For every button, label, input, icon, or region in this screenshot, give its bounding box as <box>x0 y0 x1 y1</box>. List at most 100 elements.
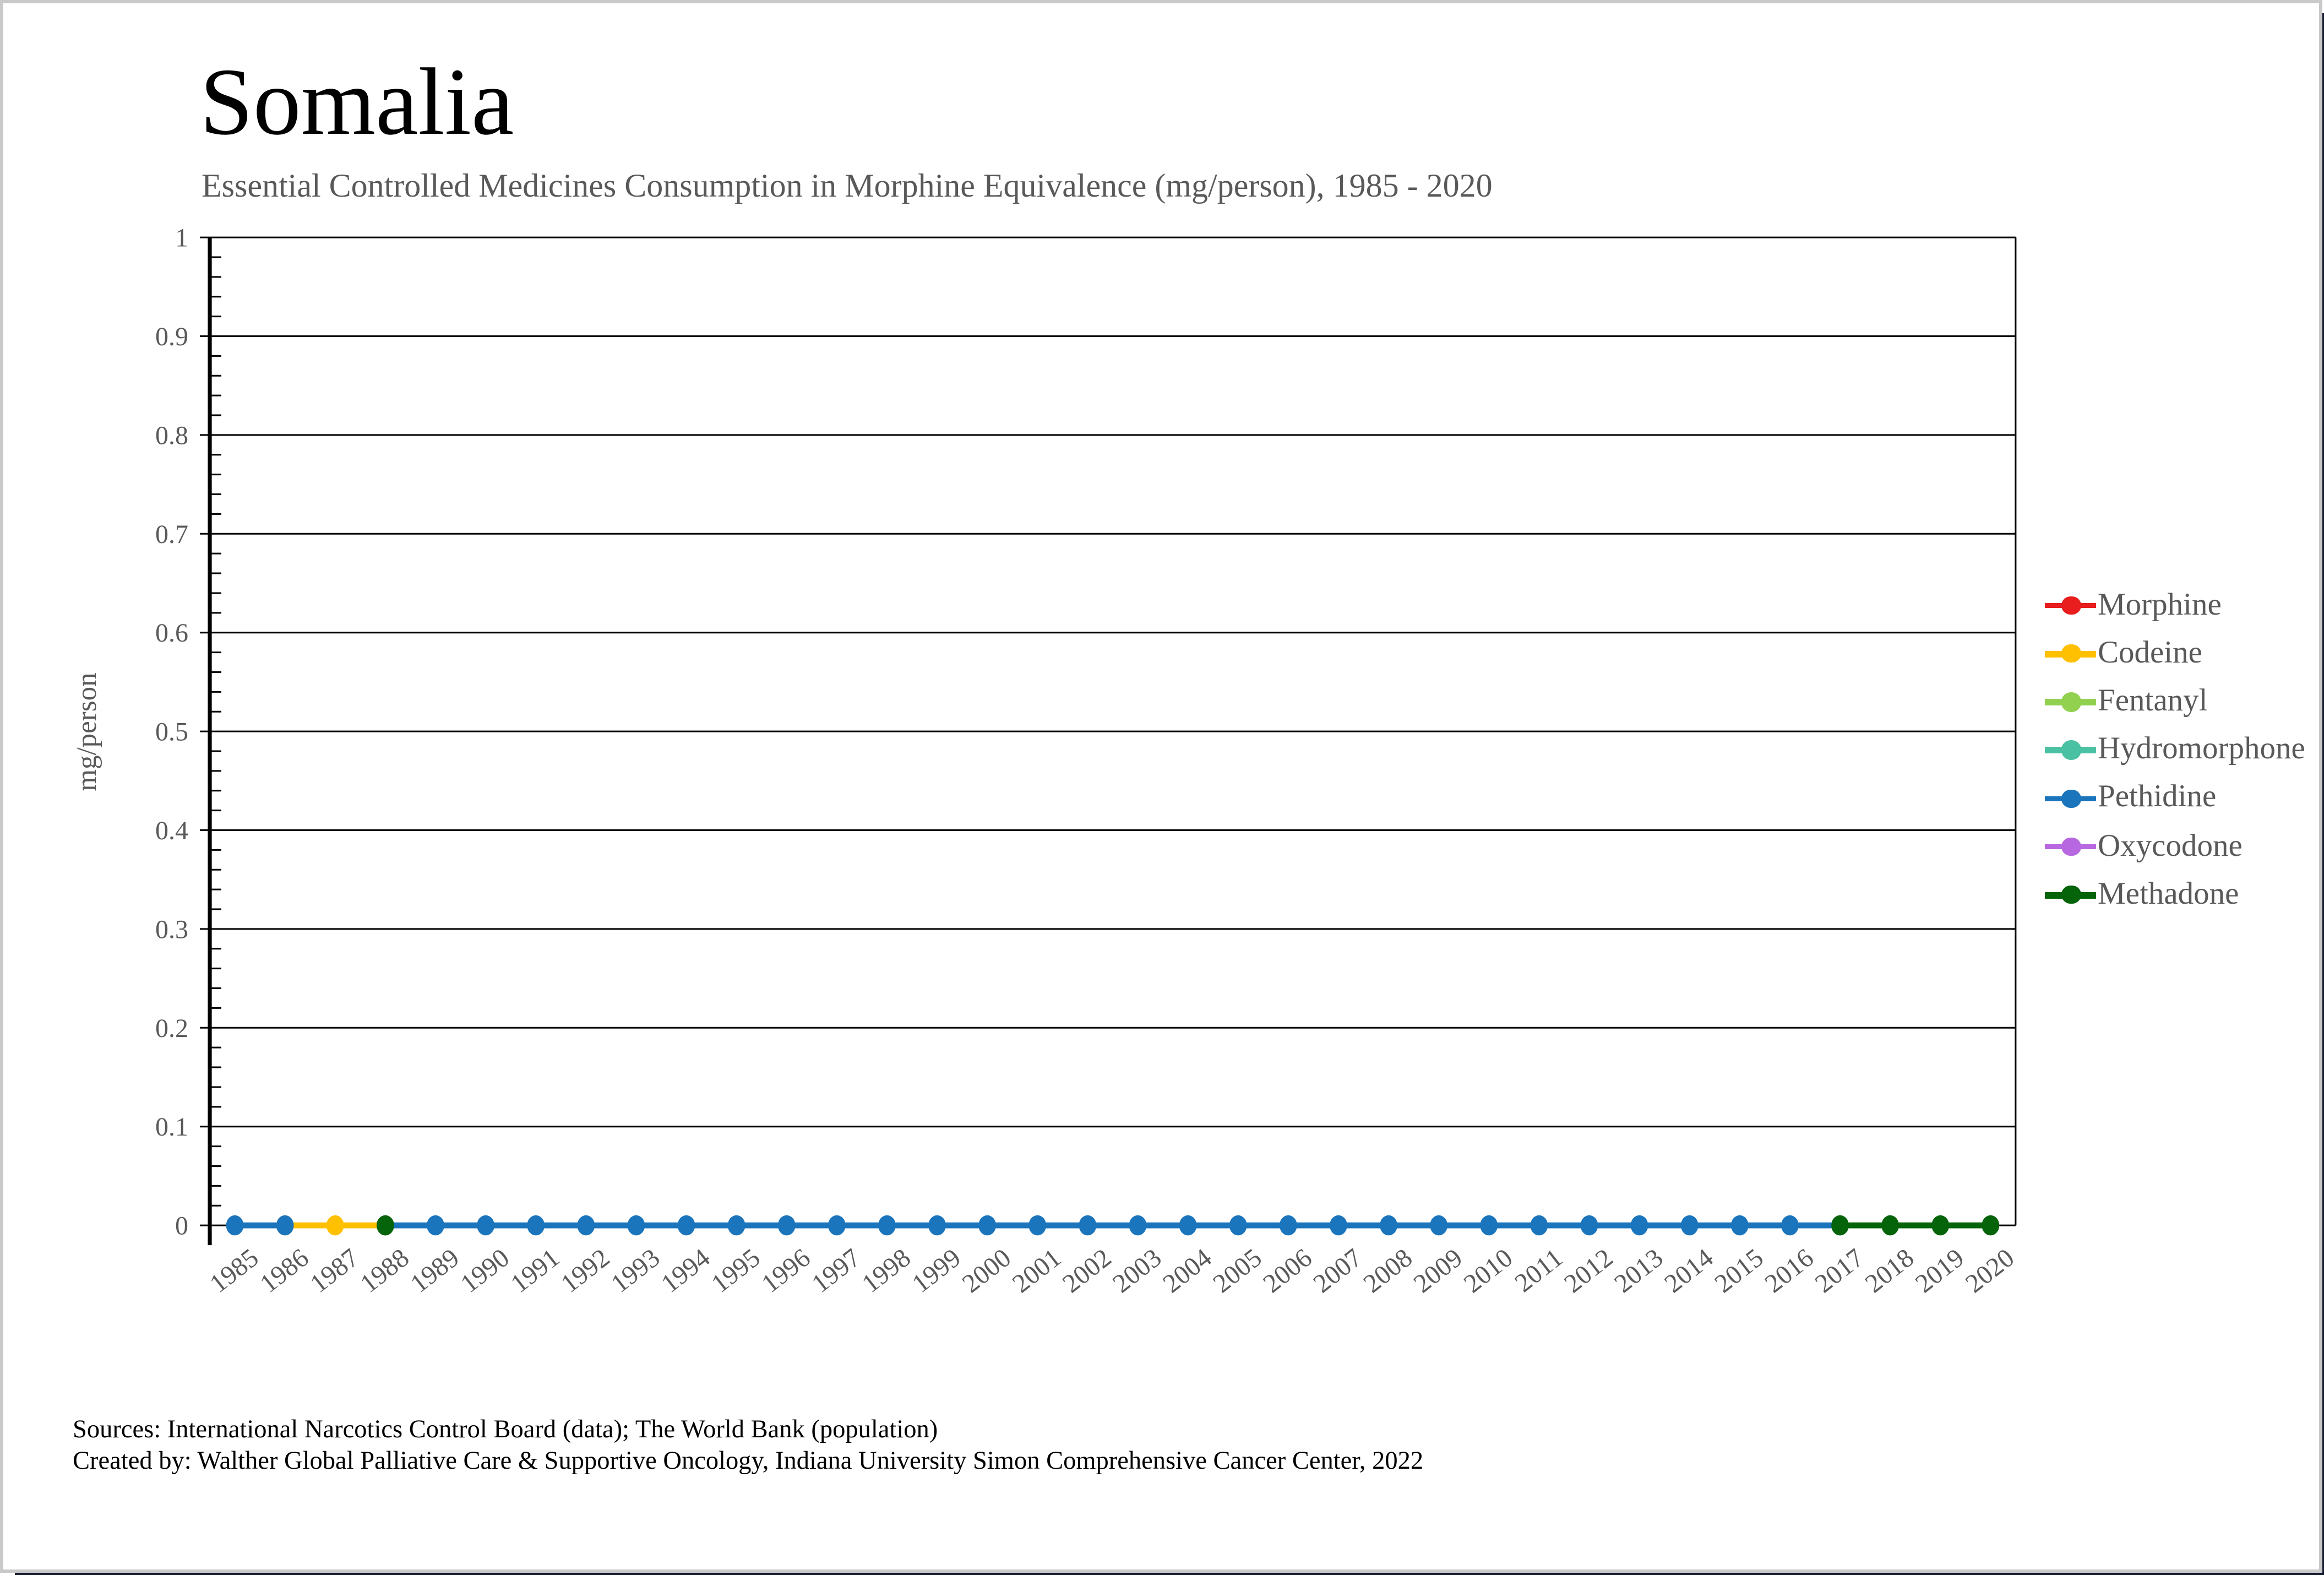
marker-pethidine <box>1781 1215 1799 1236</box>
x-tick-label: 1997 <box>806 1243 866 1299</box>
y-tick-label: 0.7 <box>155 520 188 549</box>
marker-pethidine <box>1630 1215 1648 1236</box>
x-tick-label: 2007 <box>1308 1243 1368 1299</box>
marker-methadone <box>1881 1215 1900 1236</box>
marker-pethidine <box>1179 1215 1197 1236</box>
marker-pethidine <box>477 1215 494 1236</box>
legend-dot-fentanyl <box>2061 692 2081 712</box>
marker-pethidine <box>777 1215 796 1236</box>
x-tick-label: 1986 <box>254 1243 314 1299</box>
x-tick-label: 1991 <box>505 1243 565 1299</box>
marker-pethidine <box>1079 1215 1097 1236</box>
marker-pethidine <box>1680 1215 1699 1236</box>
x-tick-label: 2018 <box>1860 1243 1919 1299</box>
x-tick-label: 2008 <box>1358 1243 1418 1299</box>
y-tick-label: 0.4 <box>155 816 188 845</box>
chart-canvas: 00.10.20.30.40.50.60.70.80.9119851986198… <box>155 224 2020 1299</box>
chart-footer: Sources: International Narcotics Control… <box>73 1416 1423 1478</box>
marker-codeine <box>326 1215 344 1236</box>
marker-pethidine <box>1730 1215 1749 1236</box>
legend-item-fentanyl: Fentanyl <box>2045 678 2305 726</box>
footer-sources: Sources: International Narcotics Control… <box>73 1416 938 1444</box>
legend-label-fentanyl: Fentanyl <box>2098 683 2208 719</box>
marker-pethidine <box>1530 1215 1548 1236</box>
x-tick-label: 1993 <box>606 1243 665 1299</box>
legend-marker-codeine <box>2045 644 2096 664</box>
legend-dot-codeine <box>2061 644 2081 664</box>
marker-pethidine <box>627 1215 645 1236</box>
x-tick-label: 1990 <box>455 1243 515 1299</box>
legend-dot-hydromorphone <box>2061 741 2081 760</box>
legend-marker-oxycodone <box>2045 837 2096 856</box>
marker-pethidine <box>577 1215 595 1236</box>
marker-pethidine <box>677 1215 695 1236</box>
marker-pethidine <box>727 1215 745 1236</box>
footer-credit: Created by: Walther Global Palliative Ca… <box>73 1447 1424 1475</box>
marker-pethidine <box>226 1215 244 1236</box>
legend-label-hydromorphone: Hydromorphone <box>2098 732 2305 767</box>
x-tick-label: 1987 <box>304 1243 364 1299</box>
marker-pethidine <box>1580 1215 1598 1236</box>
x-tick-label: 2003 <box>1107 1243 1167 1299</box>
chart-subtitle: Essential Controlled Medicines Consumpti… <box>202 169 1493 205</box>
x-tick-label: 2014 <box>1659 1243 1718 1299</box>
legend-marker-pethidine <box>2045 789 2096 808</box>
x-tick-label: 2004 <box>1157 1243 1217 1299</box>
legend-item-morphine: Morphine <box>2045 582 2305 630</box>
legend-item-oxycodone: Oxycodone <box>2045 823 2305 871</box>
marker-methadone <box>376 1215 394 1236</box>
marker-pethidine <box>1330 1215 1347 1236</box>
x-tick-label: 2011 <box>1509 1243 1568 1298</box>
y-tick-label: 0.3 <box>155 915 188 944</box>
x-tick-label: 2016 <box>1760 1243 1819 1299</box>
marker-pethidine <box>527 1215 545 1236</box>
marker-pethidine <box>1279 1215 1297 1236</box>
legend-dot-oxycodone <box>2061 837 2081 856</box>
chart-legend: Morphine Codeine Fentanyl Hydromorphone Peth… <box>2045 582 2305 919</box>
marker-pethidine <box>1380 1215 1397 1236</box>
y-tick-label: 0.9 <box>155 322 188 351</box>
marker-methadone <box>1982 1215 2000 1236</box>
page-title: Somalia <box>200 48 514 155</box>
x-tick-label: 2005 <box>1207 1243 1267 1299</box>
x-tick-label: 1996 <box>756 1243 815 1299</box>
y-tick-label: 1 <box>175 224 188 253</box>
x-tick-label: 2002 <box>1057 1243 1117 1299</box>
marker-pethidine <box>1430 1215 1448 1236</box>
legend-marker-methadone <box>2045 885 2096 905</box>
x-tick-label: 2006 <box>1258 1243 1317 1299</box>
legend-dot-morphine <box>2061 596 2081 615</box>
legend-marker-morphine <box>2045 596 2096 615</box>
legend-item-codeine: Codeine <box>2045 630 2305 678</box>
x-tick-label: 1988 <box>355 1243 414 1299</box>
marker-methadone <box>1931 1215 1950 1236</box>
x-tick-label: 1989 <box>405 1243 465 1299</box>
legend-label-pethidine: Pethidine <box>2098 780 2217 816</box>
x-tick-label: 1999 <box>907 1243 966 1299</box>
x-tick-label: 2009 <box>1408 1243 1468 1299</box>
marker-methadone <box>1831 1215 1849 1236</box>
marker-pethidine <box>828 1215 846 1236</box>
x-tick-label: 1995 <box>706 1243 765 1299</box>
x-tick-label: 2015 <box>1709 1243 1768 1299</box>
marker-pethidine <box>427 1215 444 1236</box>
marker-pethidine <box>276 1215 294 1236</box>
marker-pethidine <box>1129 1215 1147 1236</box>
y-tick-label: 0.2 <box>155 1014 188 1043</box>
legend-label-morphine: Morphine <box>2098 587 2222 622</box>
legend-dot-methadone <box>2061 885 2081 905</box>
x-tick-label: 1992 <box>556 1243 615 1299</box>
x-tick-label: 2012 <box>1559 1243 1618 1299</box>
legend-label-methadone: Methadone <box>2098 877 2239 912</box>
y-tick-label: 0.8 <box>155 421 188 450</box>
marker-pethidine <box>928 1215 946 1236</box>
marker-pethidine <box>1229 1215 1247 1236</box>
legend-dot-pethidine <box>2061 789 2081 808</box>
legend-marker-hydromorphone <box>2045 741 2096 760</box>
x-tick-label: 2019 <box>1910 1243 1969 1299</box>
x-tick-label: 2000 <box>957 1243 1016 1299</box>
legend-item-hydromorphone: Hydromorphone <box>2045 726 2305 775</box>
marker-pethidine <box>1480 1215 1498 1236</box>
marker-pethidine <box>878 1215 896 1236</box>
